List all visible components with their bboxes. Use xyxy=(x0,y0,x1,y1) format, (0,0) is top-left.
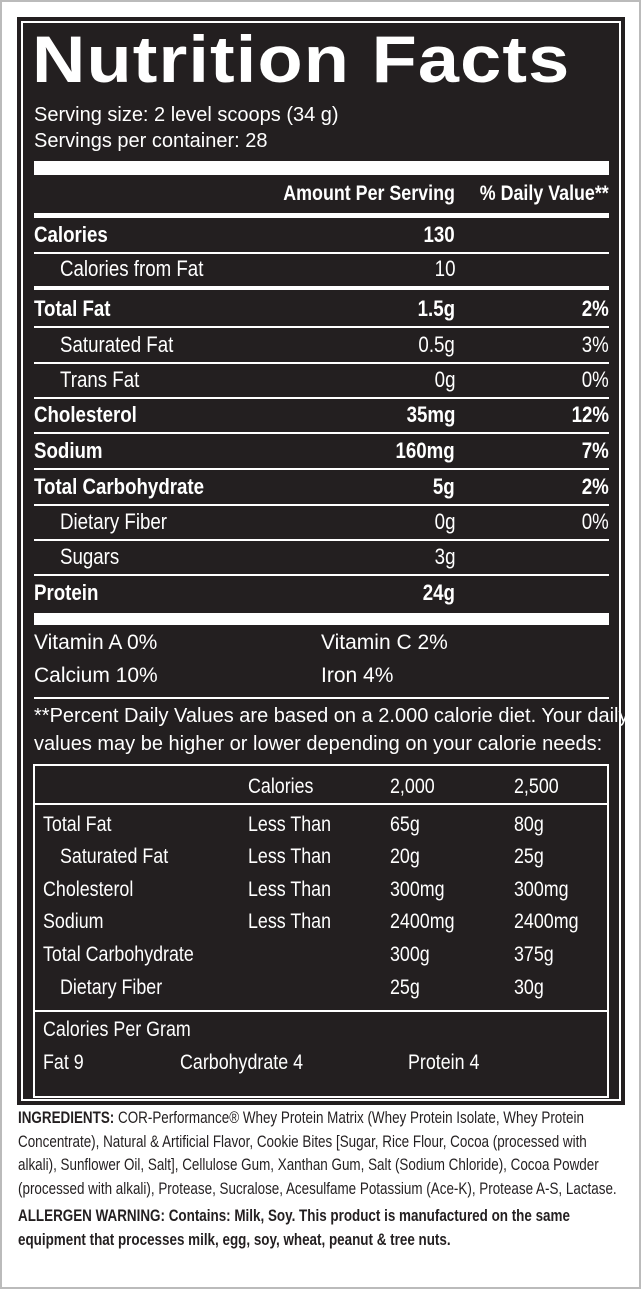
row-label: Sugars xyxy=(60,544,120,569)
ref-2500: 30g xyxy=(514,975,544,999)
row-dv: 12% xyxy=(571,402,609,427)
row-label: Calories xyxy=(34,222,108,247)
row-rule xyxy=(34,468,609,470)
row-rule xyxy=(34,252,609,254)
row-amount: 10 xyxy=(434,256,455,281)
row-amount: 3g xyxy=(434,544,455,569)
row-dv: 0% xyxy=(581,367,609,392)
row-rule xyxy=(34,504,609,506)
ref-header: 2,000 xyxy=(390,774,435,798)
reference-box xyxy=(33,764,609,1098)
row-dv: 7% xyxy=(581,438,609,463)
thick-rule xyxy=(34,161,609,175)
ref-limit: Less Than xyxy=(248,812,332,836)
cpg-item: Carbohydrate 4 xyxy=(180,1050,304,1074)
ref-2000: 300g xyxy=(390,942,430,966)
row-rule xyxy=(34,326,609,328)
vitamin: Vitamin A 0% xyxy=(34,630,158,654)
row-amount: 160mg xyxy=(395,438,455,463)
cpg-item: Fat 9 xyxy=(43,1050,84,1074)
ref-limit: Less Than xyxy=(248,845,332,869)
rule xyxy=(34,697,609,699)
allergen-label: ALLERGEN WARNING: xyxy=(18,1206,165,1225)
row-amount: 130 xyxy=(423,222,455,247)
row-label: Saturated Fat xyxy=(60,332,174,357)
ref-nutrient: Total Carbohydrate xyxy=(43,942,194,966)
row-label: Protein xyxy=(34,580,99,605)
row-amount: 0g xyxy=(434,367,455,392)
row-rule xyxy=(34,574,609,576)
row-label: Total Carbohydrate xyxy=(34,474,205,499)
row-rule xyxy=(34,539,609,541)
ref-nutrient: Cholesterol xyxy=(43,877,134,901)
ref-2500: 2400mg xyxy=(514,910,579,934)
ref-header: Calories xyxy=(248,774,314,798)
ingredients-label: INGREDIENTS: xyxy=(18,1108,115,1127)
vitamin: Vitamin C 2% xyxy=(321,630,448,654)
ref-2500: 300mg xyxy=(514,877,569,901)
ref-2000: 20g xyxy=(390,845,420,869)
amount-header: Amount Per Serving xyxy=(283,181,455,205)
row-label: Dietary Fiber xyxy=(60,509,168,534)
ref-rule xyxy=(35,1010,607,1012)
row-dv: 0% xyxy=(581,509,609,534)
row-dv: 3% xyxy=(581,332,609,357)
cpg-item: Protein 4 xyxy=(408,1050,480,1074)
ref-2000: 300mg xyxy=(390,877,445,901)
vitamin: Calcium 10% xyxy=(34,663,158,687)
thick-rule xyxy=(34,613,609,625)
row-label: Sodium xyxy=(34,438,103,463)
row-rule xyxy=(34,432,609,434)
row-rule xyxy=(34,286,609,290)
allergen: ALLERGEN WARNING: Contains: Milk, Soy. T… xyxy=(18,1204,618,1251)
row-dv: 2% xyxy=(581,474,609,499)
allergen-text: Contains: Milk, Soy. This product is man… xyxy=(18,1206,570,1249)
row-label: Cholesterol xyxy=(34,402,137,427)
ref-2500: 375g xyxy=(514,942,554,966)
row-rule xyxy=(34,362,609,364)
ingredients: INGREDIENTS: COR-Performance® Whey Prote… xyxy=(18,1106,618,1200)
vitamin: Iron 4% xyxy=(321,663,394,687)
ref-nutrient: Total Fat xyxy=(43,812,112,836)
ref-limit: Less Than xyxy=(248,910,332,934)
ref-2000: 2400mg xyxy=(390,910,455,934)
rule xyxy=(34,213,609,218)
ref-2000: 25g xyxy=(390,975,420,999)
row-label: Calories from Fat xyxy=(60,256,204,281)
row-amount: 0.5g xyxy=(418,332,455,357)
ref-2500: 80g xyxy=(514,812,544,836)
ref-nutrient: Saturated Fat xyxy=(60,845,169,869)
row-amount: 24g xyxy=(422,580,455,605)
label-panel xyxy=(17,17,625,1105)
row-amount: 0g xyxy=(434,509,455,534)
row-amount: 35mg xyxy=(406,402,455,427)
footnote: values may be higher or lower depending … xyxy=(34,733,603,755)
ref-limit: Less Than xyxy=(248,877,332,901)
row-rule xyxy=(34,397,609,399)
ref-2000: 65g xyxy=(390,812,420,836)
ingredients-block: INGREDIENTS: COR-Performance® Whey Prote… xyxy=(18,1106,618,1255)
row-label: Total Fat xyxy=(34,296,111,321)
ref-nutrient: Dietary Fiber xyxy=(60,975,163,999)
ref-nutrient: Sodium xyxy=(43,910,104,934)
servings-per-container: Servings per container: 28 xyxy=(34,130,268,152)
title: Nutrition Facts xyxy=(32,22,571,96)
ref-rule xyxy=(35,803,607,805)
row-label: Trans Fat xyxy=(60,367,140,392)
row-amount: 1.5g xyxy=(417,296,455,321)
ingredients-text: COR-Performance® Whey Protein Matrix (Wh… xyxy=(18,1108,617,1198)
row-dv: 2% xyxy=(581,296,609,321)
serving-size: Serving size: 2 level scoops (34 g) xyxy=(34,104,339,126)
calories-per-gram: Calories Per Gram xyxy=(43,1017,191,1041)
ref-2500: 25g xyxy=(514,845,544,869)
footnote: **Percent Daily Values are based on a 2.… xyxy=(34,705,629,727)
ref-header: 2,500 xyxy=(514,774,559,798)
row-amount: 5g xyxy=(433,474,455,499)
dv-header: % Daily Value** xyxy=(480,181,609,205)
